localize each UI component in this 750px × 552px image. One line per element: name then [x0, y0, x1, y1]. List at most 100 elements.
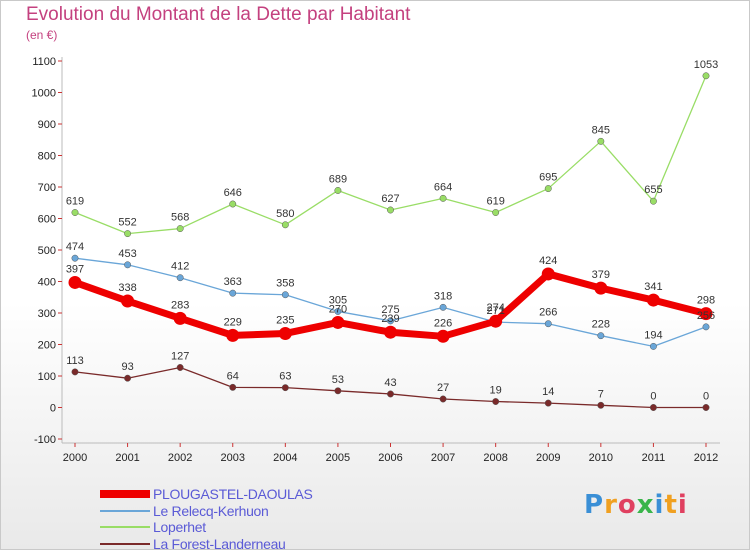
data-point: [281, 291, 289, 299]
data-label: 689: [329, 173, 347, 185]
data-label: 845: [592, 124, 610, 136]
x-tick-label: 2011: [642, 452, 666, 464]
data-point: [71, 254, 79, 262]
data-point: [176, 274, 184, 282]
data-label: 363: [224, 276, 242, 288]
data-label: 580: [276, 208, 294, 220]
data-label: 271: [486, 305, 504, 317]
x-tick-label: 2007: [431, 452, 455, 464]
x-tick-label: 2000: [63, 452, 87, 464]
y-tick-label: 0: [50, 403, 56, 415]
series-loperhet: [71, 72, 710, 238]
legend-label: Loperhet: [153, 519, 206, 535]
data-label: 0: [650, 391, 656, 403]
data-label: 1053: [694, 59, 718, 71]
data-label: 43: [384, 377, 396, 389]
data-point: [173, 311, 187, 325]
data-label: 664: [434, 181, 452, 193]
data-point: [702, 323, 710, 331]
data-label: 127: [171, 350, 189, 362]
data-point: [544, 399, 552, 407]
data-label: 27: [437, 382, 449, 394]
data-point: [699, 307, 713, 321]
data-point: [71, 209, 79, 216]
y-tick-label: -100: [34, 434, 56, 446]
data-point: [646, 293, 660, 307]
data-point: [124, 374, 132, 382]
data-label: 275: [381, 304, 399, 316]
x-tick-label: 2003: [221, 452, 245, 464]
data-label: 568: [171, 212, 189, 224]
data-point: [121, 294, 135, 308]
series-la-forest-landerneau: [71, 364, 710, 411]
data-label: 256: [697, 310, 715, 322]
data-label: 646: [224, 187, 242, 199]
y-tick-label: 200: [38, 340, 56, 352]
data-point: [597, 137, 605, 145]
data-point: [492, 398, 500, 405]
data-label: 627: [381, 193, 399, 205]
data-label: 270: [329, 303, 347, 315]
data-label: 619: [66, 196, 84, 208]
y-tick-label: 800: [38, 151, 56, 163]
data-point: [387, 390, 394, 398]
x-tick-label: 2005: [326, 452, 350, 464]
data-point: [334, 387, 342, 395]
data-label: 474: [66, 241, 84, 253]
y-tick-label: 1000: [32, 88, 56, 100]
data-label: 424: [539, 255, 557, 267]
data-label: 266: [539, 307, 557, 319]
data-label: 341: [644, 281, 662, 293]
x-tick-label: 2001: [115, 452, 139, 464]
data-point: [68, 275, 82, 289]
data-point: [229, 200, 237, 208]
data-label: 412: [171, 261, 189, 273]
data-point: [387, 317, 394, 325]
legend-label: La Forest-Landerneau: [153, 535, 286, 552]
data-label: 228: [592, 319, 610, 331]
data-point: [436, 329, 450, 343]
x-tick-label: 2009: [536, 452, 560, 464]
data-label: 194: [644, 329, 662, 341]
y-tick-label: 500: [38, 245, 56, 257]
data-point: [229, 289, 237, 297]
data-point: [489, 314, 503, 328]
series-plougastel-daoulas: [68, 267, 713, 343]
x-tick-label: 2010: [589, 452, 613, 464]
chart-title: Evolution du Montant de la Dette par Hab…: [26, 4, 411, 25]
data-point: [541, 267, 555, 281]
data-label: 305: [329, 294, 347, 306]
data-label: 695: [539, 172, 557, 184]
chart-unit-label: (en €): [26, 28, 58, 42]
data-label: 63: [279, 371, 291, 383]
legend-swatch: [100, 509, 150, 512]
data-point: [492, 209, 500, 216]
data-label: 298: [697, 295, 715, 307]
data-label: 226: [434, 317, 452, 329]
data-point: [281, 221, 289, 229]
data-point: [226, 328, 240, 342]
x-tick-label: 2004: [273, 452, 297, 464]
data-label: 64: [227, 370, 239, 382]
data-label: 397: [66, 263, 84, 275]
data-point: [281, 384, 289, 392]
data-point: [649, 342, 657, 350]
data-point: [702, 404, 710, 411]
data-label: 619: [486, 196, 504, 208]
data-point: [702, 72, 710, 80]
data-label: 53: [332, 374, 344, 386]
y-tick-label: 1100: [32, 56, 56, 68]
data-point: [331, 315, 345, 329]
legend-label: Le Relecq-Kerhuon: [153, 502, 269, 519]
data-point: [176, 225, 184, 233]
data-point: [229, 383, 237, 391]
data-label: 235: [276, 314, 294, 326]
data-label: 552: [118, 217, 136, 229]
data-point: [544, 320, 552, 328]
x-tick-label: 2008: [483, 452, 507, 464]
data-label: 239: [381, 313, 399, 325]
data-point: [176, 364, 184, 371]
data-point: [334, 307, 342, 315]
y-tick-label: 600: [38, 214, 56, 226]
